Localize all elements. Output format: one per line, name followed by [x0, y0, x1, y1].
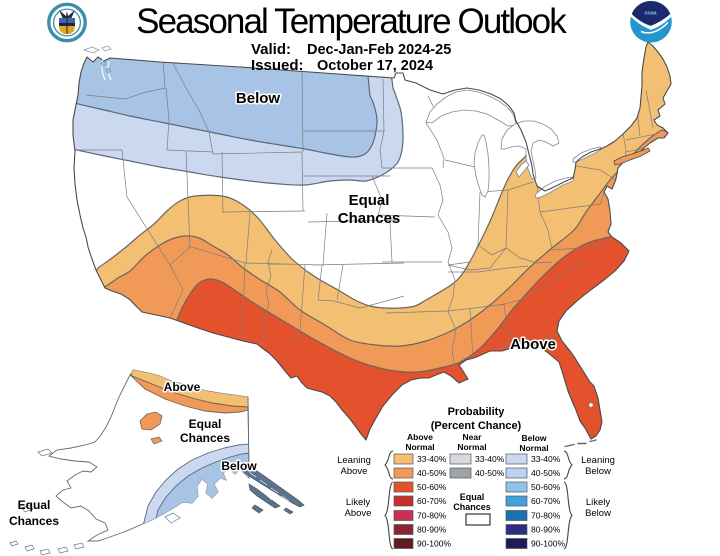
svg-text:50-60%: 50-60% [417, 482, 447, 492]
svg-text:October 17, 2024: October 17, 2024 [317, 58, 433, 74]
svg-text:Equal: Equal [349, 192, 390, 209]
svg-text:Below: Below [585, 508, 611, 519]
svg-text:33-40%: 33-40% [475, 454, 505, 464]
svg-text:Leaning: Leaning [337, 455, 371, 466]
svg-text:90-100%: 90-100% [531, 539, 565, 549]
svg-text:Equal: Equal [460, 492, 485, 502]
svg-text:Below: Below [585, 466, 611, 477]
svg-text:40-50%: 40-50% [417, 468, 447, 478]
svg-text:(Percent Chance): (Percent Chance) [431, 420, 522, 432]
svg-text:Issued:: Issued: [251, 57, 304, 74]
svg-text:70-80%: 70-80% [417, 511, 447, 521]
svg-text:Normal: Normal [405, 442, 434, 452]
svg-text:Above: Above [345, 508, 372, 519]
svg-text:Normal: Normal [457, 442, 486, 452]
svg-text:Above: Above [164, 380, 201, 394]
svg-text:90-100%: 90-100% [417, 539, 451, 549]
svg-text:80-90%: 80-90% [531, 525, 561, 535]
svg-text:Likely: Likely [346, 497, 371, 508]
svg-text:Near: Near [463, 432, 483, 442]
svg-text:noaa: noaa [644, 11, 656, 17]
svg-text:Chances: Chances [180, 431, 230, 445]
svg-text:Chances: Chances [453, 502, 491, 512]
svg-text:33-40%: 33-40% [531, 454, 561, 464]
svg-text:Below: Below [521, 433, 546, 443]
svg-text:60-70%: 60-70% [417, 496, 447, 506]
svg-text:Dec-Jan-Feb 2024-25: Dec-Jan-Feb 2024-25 [307, 42, 451, 58]
svg-text:80-90%: 80-90% [417, 525, 447, 535]
svg-text:40-50%: 40-50% [531, 468, 561, 478]
svg-text:Probability: Probability [448, 406, 506, 418]
svg-text:Above: Above [510, 336, 556, 353]
svg-text:Leaning: Leaning [581, 455, 615, 466]
svg-text:Chances: Chances [9, 514, 59, 528]
svg-text:50-60%: 50-60% [531, 482, 561, 492]
svg-text:33-40%: 33-40% [417, 454, 447, 464]
svg-text:Equal: Equal [18, 498, 51, 512]
svg-text:Chances: Chances [338, 210, 401, 227]
svg-text:Above: Above [407, 432, 433, 442]
svg-text:Below: Below [236, 90, 281, 107]
svg-text:Valid:: Valid: [251, 41, 291, 58]
svg-text:70-80%: 70-80% [531, 511, 561, 521]
svg-text:Seasonal Temperature Outlook: Seasonal Temperature Outlook [136, 2, 567, 41]
svg-text:Likely: Likely [586, 497, 611, 508]
svg-text:60-70%: 60-70% [531, 496, 561, 506]
svg-text:Below: Below [221, 459, 257, 473]
svg-text:Equal: Equal [189, 417, 222, 431]
svg-text:Normal: Normal [519, 443, 548, 453]
svg-text:Above: Above [341, 466, 368, 477]
svg-text:40-50%: 40-50% [475, 468, 505, 478]
